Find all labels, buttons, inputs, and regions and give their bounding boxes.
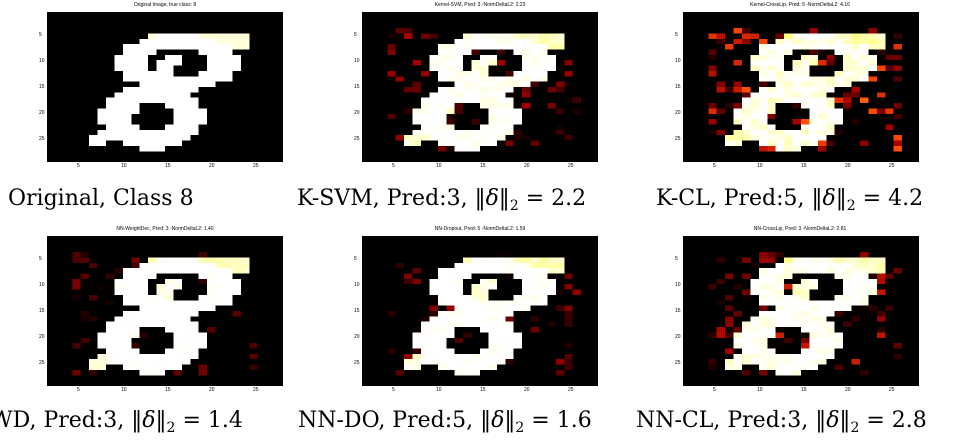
x-tick-label: 20 (524, 163, 530, 169)
x-tick-label: 25 (889, 387, 895, 393)
x-tick-label: 25 (568, 163, 574, 169)
y-tick-label: 25 (354, 136, 360, 142)
x-tick-label: 15 (801, 163, 807, 169)
panel-title: NN-CrossLip, Pred: 3 -NormDeltaL2: 2.81 (753, 226, 847, 232)
heatmap-image (362, 236, 598, 386)
heatmap-image (683, 236, 919, 386)
x-tick-label: 10 (757, 163, 763, 169)
y-tick-label: 20 (39, 334, 45, 340)
panel-title: Original Image, true class: 8 (133, 2, 197, 8)
y-tick-label: 10 (39, 58, 45, 64)
y-tick-label: 10 (39, 282, 45, 288)
panel-title: Kernel-SVM, Pred: 3 -NormDeltaL2: 2.23 (434, 2, 526, 8)
x-tick-label: 25 (253, 387, 259, 393)
x-tick-label: 5 (713, 387, 716, 393)
x-tick-label: 25 (568, 387, 574, 393)
x-tick-label: 20 (524, 387, 530, 393)
caption-nn-dropout: NN-DO, Pred:5, ‖δ‖2 = 1.6 (298, 408, 592, 436)
x-tick-label: 20 (845, 387, 851, 393)
x-tick-label: 15 (165, 387, 171, 393)
y-tick-label: 5 (675, 256, 678, 262)
caption-original: Original, Class 8 (8, 186, 194, 211)
x-tick-label: 5 (392, 163, 395, 169)
y-tick-label: 20 (675, 334, 681, 340)
y-tick-label: 15 (354, 308, 360, 314)
x-tick-label: 10 (121, 163, 127, 169)
y-tick-label: 5 (354, 256, 357, 262)
y-tick-label: 25 (354, 360, 360, 366)
y-tick-label: 15 (39, 308, 45, 314)
x-tick-label: 15 (480, 163, 486, 169)
x-tick-label: 20 (209, 163, 215, 169)
y-tick-label: 20 (675, 110, 681, 116)
y-tick-label: 5 (39, 256, 42, 262)
x-tick-label: 10 (757, 387, 763, 393)
x-tick-label: 5 (77, 163, 80, 169)
y-tick-label: 5 (39, 32, 42, 38)
heatmap-image (47, 236, 283, 386)
panel-title: NN-Dropout, Pred: 5 -NormDeltaL2: 1.59 (434, 226, 526, 232)
heatmap-image (362, 12, 598, 162)
x-tick-label: 10 (436, 387, 442, 393)
x-tick-label: 10 (436, 163, 442, 169)
y-tick-label: 20 (354, 110, 360, 116)
panel-title: Kernel-CrossLip, Pred: 5 -NormDeltaL2: 4… (750, 2, 850, 8)
caption-kernel-svm: K-SVM, Pred:3, ‖δ‖2 = 2.2 (297, 186, 587, 214)
caption-kernel-crosslip: K-CL, Pred:5, ‖δ‖2 = 4.2 (656, 186, 924, 214)
heatmap-image (683, 12, 919, 162)
y-tick-label: 20 (39, 110, 45, 116)
caption-nn-weightdec: WD, Pred:3, ‖δ‖2 = 1.4 (0, 408, 243, 436)
y-tick-label: 25 (39, 360, 45, 366)
y-tick-label: 20 (354, 334, 360, 340)
y-tick-label: 5 (354, 32, 357, 38)
x-tick-label: 25 (253, 163, 259, 169)
y-tick-label: 10 (354, 58, 360, 64)
y-tick-label: 10 (675, 282, 681, 288)
y-tick-label: 15 (39, 84, 45, 90)
x-tick-label: 15 (801, 387, 807, 393)
x-tick-label: 5 (77, 387, 80, 393)
x-tick-label: 5 (713, 163, 716, 169)
y-tick-label: 15 (675, 308, 681, 314)
y-tick-label: 25 (675, 136, 681, 142)
y-tick-label: 15 (675, 84, 681, 90)
x-tick-label: 15 (165, 163, 171, 169)
y-tick-label: 25 (39, 136, 45, 142)
caption-nn-crosslip: NN-CL, Pred:3, ‖δ‖2 = 2.8 (636, 408, 927, 436)
y-tick-label: 15 (354, 84, 360, 90)
x-tick-label: 20 (845, 163, 851, 169)
x-tick-label: 25 (889, 163, 895, 169)
x-tick-label: 20 (209, 387, 215, 393)
y-tick-label: 10 (675, 58, 681, 64)
x-tick-label: 10 (121, 387, 127, 393)
y-tick-label: 5 (675, 32, 678, 38)
panel-title: NN-WeightDec, Pred: 3 -NormDeltaL2: 1.40 (116, 226, 214, 232)
y-tick-label: 10 (354, 282, 360, 288)
x-tick-label: 5 (392, 387, 395, 393)
heatmap-image (47, 12, 283, 162)
x-tick-label: 15 (480, 387, 486, 393)
y-tick-label: 25 (675, 360, 681, 366)
